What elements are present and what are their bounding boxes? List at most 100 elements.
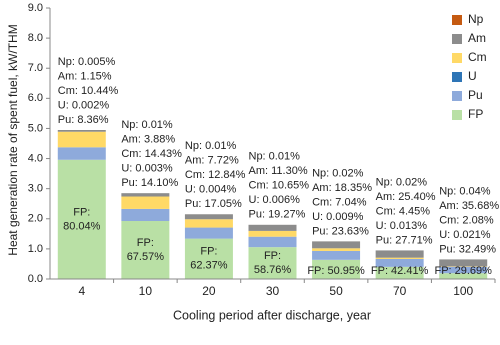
legend-label: FP bbox=[468, 107, 483, 121]
share-label: Pu: 17.05% bbox=[185, 198, 242, 210]
x-tick-label: 50 bbox=[329, 284, 343, 298]
share-label: Am: 35.68% bbox=[439, 200, 499, 212]
bar-segment bbox=[57, 130, 106, 132]
y-tick-label: 9.0 bbox=[28, 2, 43, 14]
legend-swatch bbox=[452, 72, 462, 82]
share-label: Cm: 12.84% bbox=[185, 169, 246, 181]
share-label: Np: 0.01% bbox=[249, 151, 301, 163]
fp-label: 80.04% bbox=[63, 220, 101, 232]
bar-segment bbox=[184, 214, 233, 220]
bar-segment bbox=[312, 241, 361, 249]
legend-swatch bbox=[452, 15, 462, 25]
share-label: Am: 1.15% bbox=[58, 70, 112, 82]
share-label: Np: 0.02% bbox=[312, 167, 364, 179]
fp-label: FP: bbox=[200, 246, 217, 258]
bar-segment bbox=[248, 224, 297, 231]
bar-segment bbox=[184, 219, 233, 228]
fp-label: 62.37% bbox=[190, 260, 228, 272]
fp-label: FP: 50.95% bbox=[307, 265, 365, 277]
legend-label: Cm bbox=[468, 50, 487, 64]
share-label: Cm: 2.08% bbox=[439, 214, 494, 226]
bar-segment bbox=[248, 230, 297, 237]
bar-segment bbox=[375, 258, 424, 267]
share-label: Np: 0.02% bbox=[376, 176, 428, 188]
y-tick-label: 1.0 bbox=[28, 243, 43, 255]
share-label: Am: 18.35% bbox=[312, 182, 372, 194]
bar-segment bbox=[184, 227, 233, 239]
share-label: U: 0.004% bbox=[185, 184, 237, 196]
share-label: Am: 7.72% bbox=[185, 155, 239, 167]
fp-label: FP: bbox=[264, 250, 281, 262]
x-tick-label: 4 bbox=[78, 284, 85, 298]
share-label: Np: 0.04% bbox=[439, 185, 491, 197]
bar-segment bbox=[439, 273, 488, 279]
fp-label: FP: bbox=[73, 206, 90, 218]
bar-segment bbox=[375, 250, 424, 258]
y-tick-label: 4.0 bbox=[28, 152, 43, 164]
bar-segment bbox=[184, 238, 233, 279]
share-label: Pu: 23.63% bbox=[312, 225, 369, 237]
x-tick-label: 10 bbox=[139, 284, 153, 298]
bar-segment bbox=[121, 221, 170, 279]
y-tick-label: 2.0 bbox=[28, 213, 43, 225]
share-label: Am: 11.30% bbox=[249, 165, 308, 177]
share-label: Pu: 19.27% bbox=[249, 209, 306, 221]
legend-swatch bbox=[452, 34, 462, 44]
bar-segment bbox=[248, 247, 297, 279]
share-label: U: 0.013% bbox=[376, 220, 428, 232]
y-axis-title: Heat generation rate of spent fuel, kW/T… bbox=[6, 24, 20, 255]
share-label: Cm: 10.65% bbox=[249, 180, 310, 192]
bar-segment bbox=[312, 259, 361, 279]
share-label: Pu: 8.36% bbox=[58, 114, 109, 126]
share-label: Np: 0.005% bbox=[58, 56, 116, 68]
fp-label: FP: 29.69% bbox=[434, 265, 492, 277]
share-label: Pu: 27.71% bbox=[376, 234, 433, 246]
bar-segment bbox=[121, 196, 170, 209]
share-label: Cm: 14.43% bbox=[121, 148, 182, 160]
legend-swatch bbox=[452, 91, 462, 101]
bar-segment bbox=[439, 259, 488, 267]
bar-segment bbox=[121, 208, 170, 222]
share-label: U: 0.002% bbox=[58, 99, 110, 111]
x-axis-title: Cooling period after discharge, year bbox=[173, 308, 371, 322]
legend-label: Np bbox=[468, 12, 484, 26]
fp-label: FP: 42.41% bbox=[371, 265, 429, 277]
bar-segment bbox=[121, 193, 170, 197]
x-tick-label: 20 bbox=[202, 284, 216, 298]
share-label: Np: 0.01% bbox=[185, 140, 237, 152]
x-tick-label: 30 bbox=[266, 284, 280, 298]
bar-segment bbox=[375, 266, 424, 279]
fp-label: 67.57% bbox=[127, 251, 165, 263]
y-tick-label: 5.0 bbox=[28, 122, 43, 134]
bar-segment bbox=[57, 147, 106, 160]
share-label: Am: 3.88% bbox=[121, 134, 175, 146]
share-label: Pu: 14.10% bbox=[121, 177, 178, 189]
share-label: Am: 25.40% bbox=[376, 191, 436, 203]
share-label: U: 0.021% bbox=[439, 229, 491, 241]
y-tick-label: 6.0 bbox=[28, 92, 43, 104]
y-tick-label: 8.0 bbox=[28, 32, 43, 44]
bar-segment bbox=[439, 266, 488, 274]
legend-label: Pu bbox=[468, 88, 483, 102]
share-label: U: 0.003% bbox=[121, 163, 173, 175]
y-tick-label: 0.0 bbox=[28, 273, 43, 285]
share-label: U: 0.009% bbox=[312, 211, 364, 223]
fp-label: 58.76% bbox=[254, 264, 292, 276]
x-tick-label: 70 bbox=[393, 284, 407, 298]
bar-segment bbox=[248, 236, 297, 248]
bar-segment bbox=[57, 131, 106, 148]
legend-swatch bbox=[452, 110, 462, 120]
share-label: Pu: 32.49% bbox=[439, 243, 496, 255]
bar-segment bbox=[375, 257, 424, 259]
share-label: Cm: 7.04% bbox=[312, 196, 367, 208]
share-label: U: 0.006% bbox=[249, 194, 301, 206]
fp-label: FP: bbox=[137, 237, 154, 249]
share-label: Cm: 10.44% bbox=[58, 85, 119, 97]
bar-segment bbox=[57, 159, 106, 279]
legend-swatch bbox=[452, 53, 462, 63]
legend-label: Am bbox=[468, 31, 486, 45]
bar-segment bbox=[312, 250, 361, 260]
y-tick-label: 7.0 bbox=[28, 62, 43, 74]
share-label: Cm: 4.45% bbox=[376, 205, 431, 217]
